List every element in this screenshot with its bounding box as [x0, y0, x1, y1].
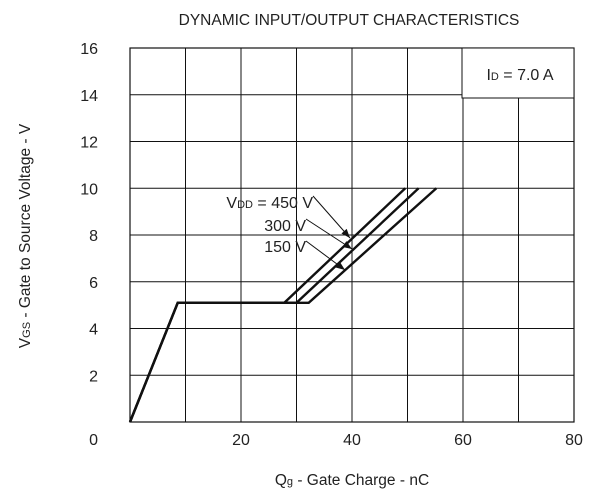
y-axis-label: VGS - Gate to Source Voltage - V	[17, 123, 34, 348]
grid	[130, 48, 574, 422]
y-tick-label: 10	[80, 181, 98, 198]
condition-label: ID = 7.0 A	[486, 67, 553, 84]
series-label-leader	[312, 195, 351, 239]
x-tick-label: 60	[454, 432, 472, 449]
x-tick-label: 80	[565, 432, 583, 449]
series-label: VDD = 450 V	[226, 195, 313, 212]
y-tick-label: 16	[80, 41, 98, 58]
y-tick-label: 6	[89, 275, 98, 292]
origin-tick-label: 0	[89, 432, 98, 449]
y-tick-label: 14	[80, 88, 98, 105]
series-label: 150 V	[264, 239, 306, 256]
annotations: ID = 7.0 A VDD = 450 V 300 V 150 V	[226, 47, 575, 271]
series-label: 300 V	[264, 218, 306, 235]
series-line	[128, 187, 438, 423]
leader-arrowhead	[335, 261, 345, 270]
condition-box	[461, 47, 575, 99]
chart-title: DYNAMIC INPUT/OUTPUT CHARACTERISTICS	[179, 12, 520, 29]
x-tick-label: 20	[232, 432, 250, 449]
x-axis-label: Qg - Gate Charge - nC	[275, 472, 429, 489]
tick-labels: 2 4 6 8 10 12 14 16 20 40 60 80 0	[80, 41, 583, 449]
leader-arrowhead	[341, 228, 350, 238]
y-tick-label: 2	[89, 368, 98, 385]
y-tick-label: 4	[89, 322, 98, 339]
leader-arrowhead	[342, 241, 352, 249]
series-label-leader	[305, 218, 353, 250]
x-tick-label: 40	[343, 432, 361, 449]
y-tick-label: 8	[89, 228, 98, 245]
y-tick-label: 12	[80, 135, 98, 152]
